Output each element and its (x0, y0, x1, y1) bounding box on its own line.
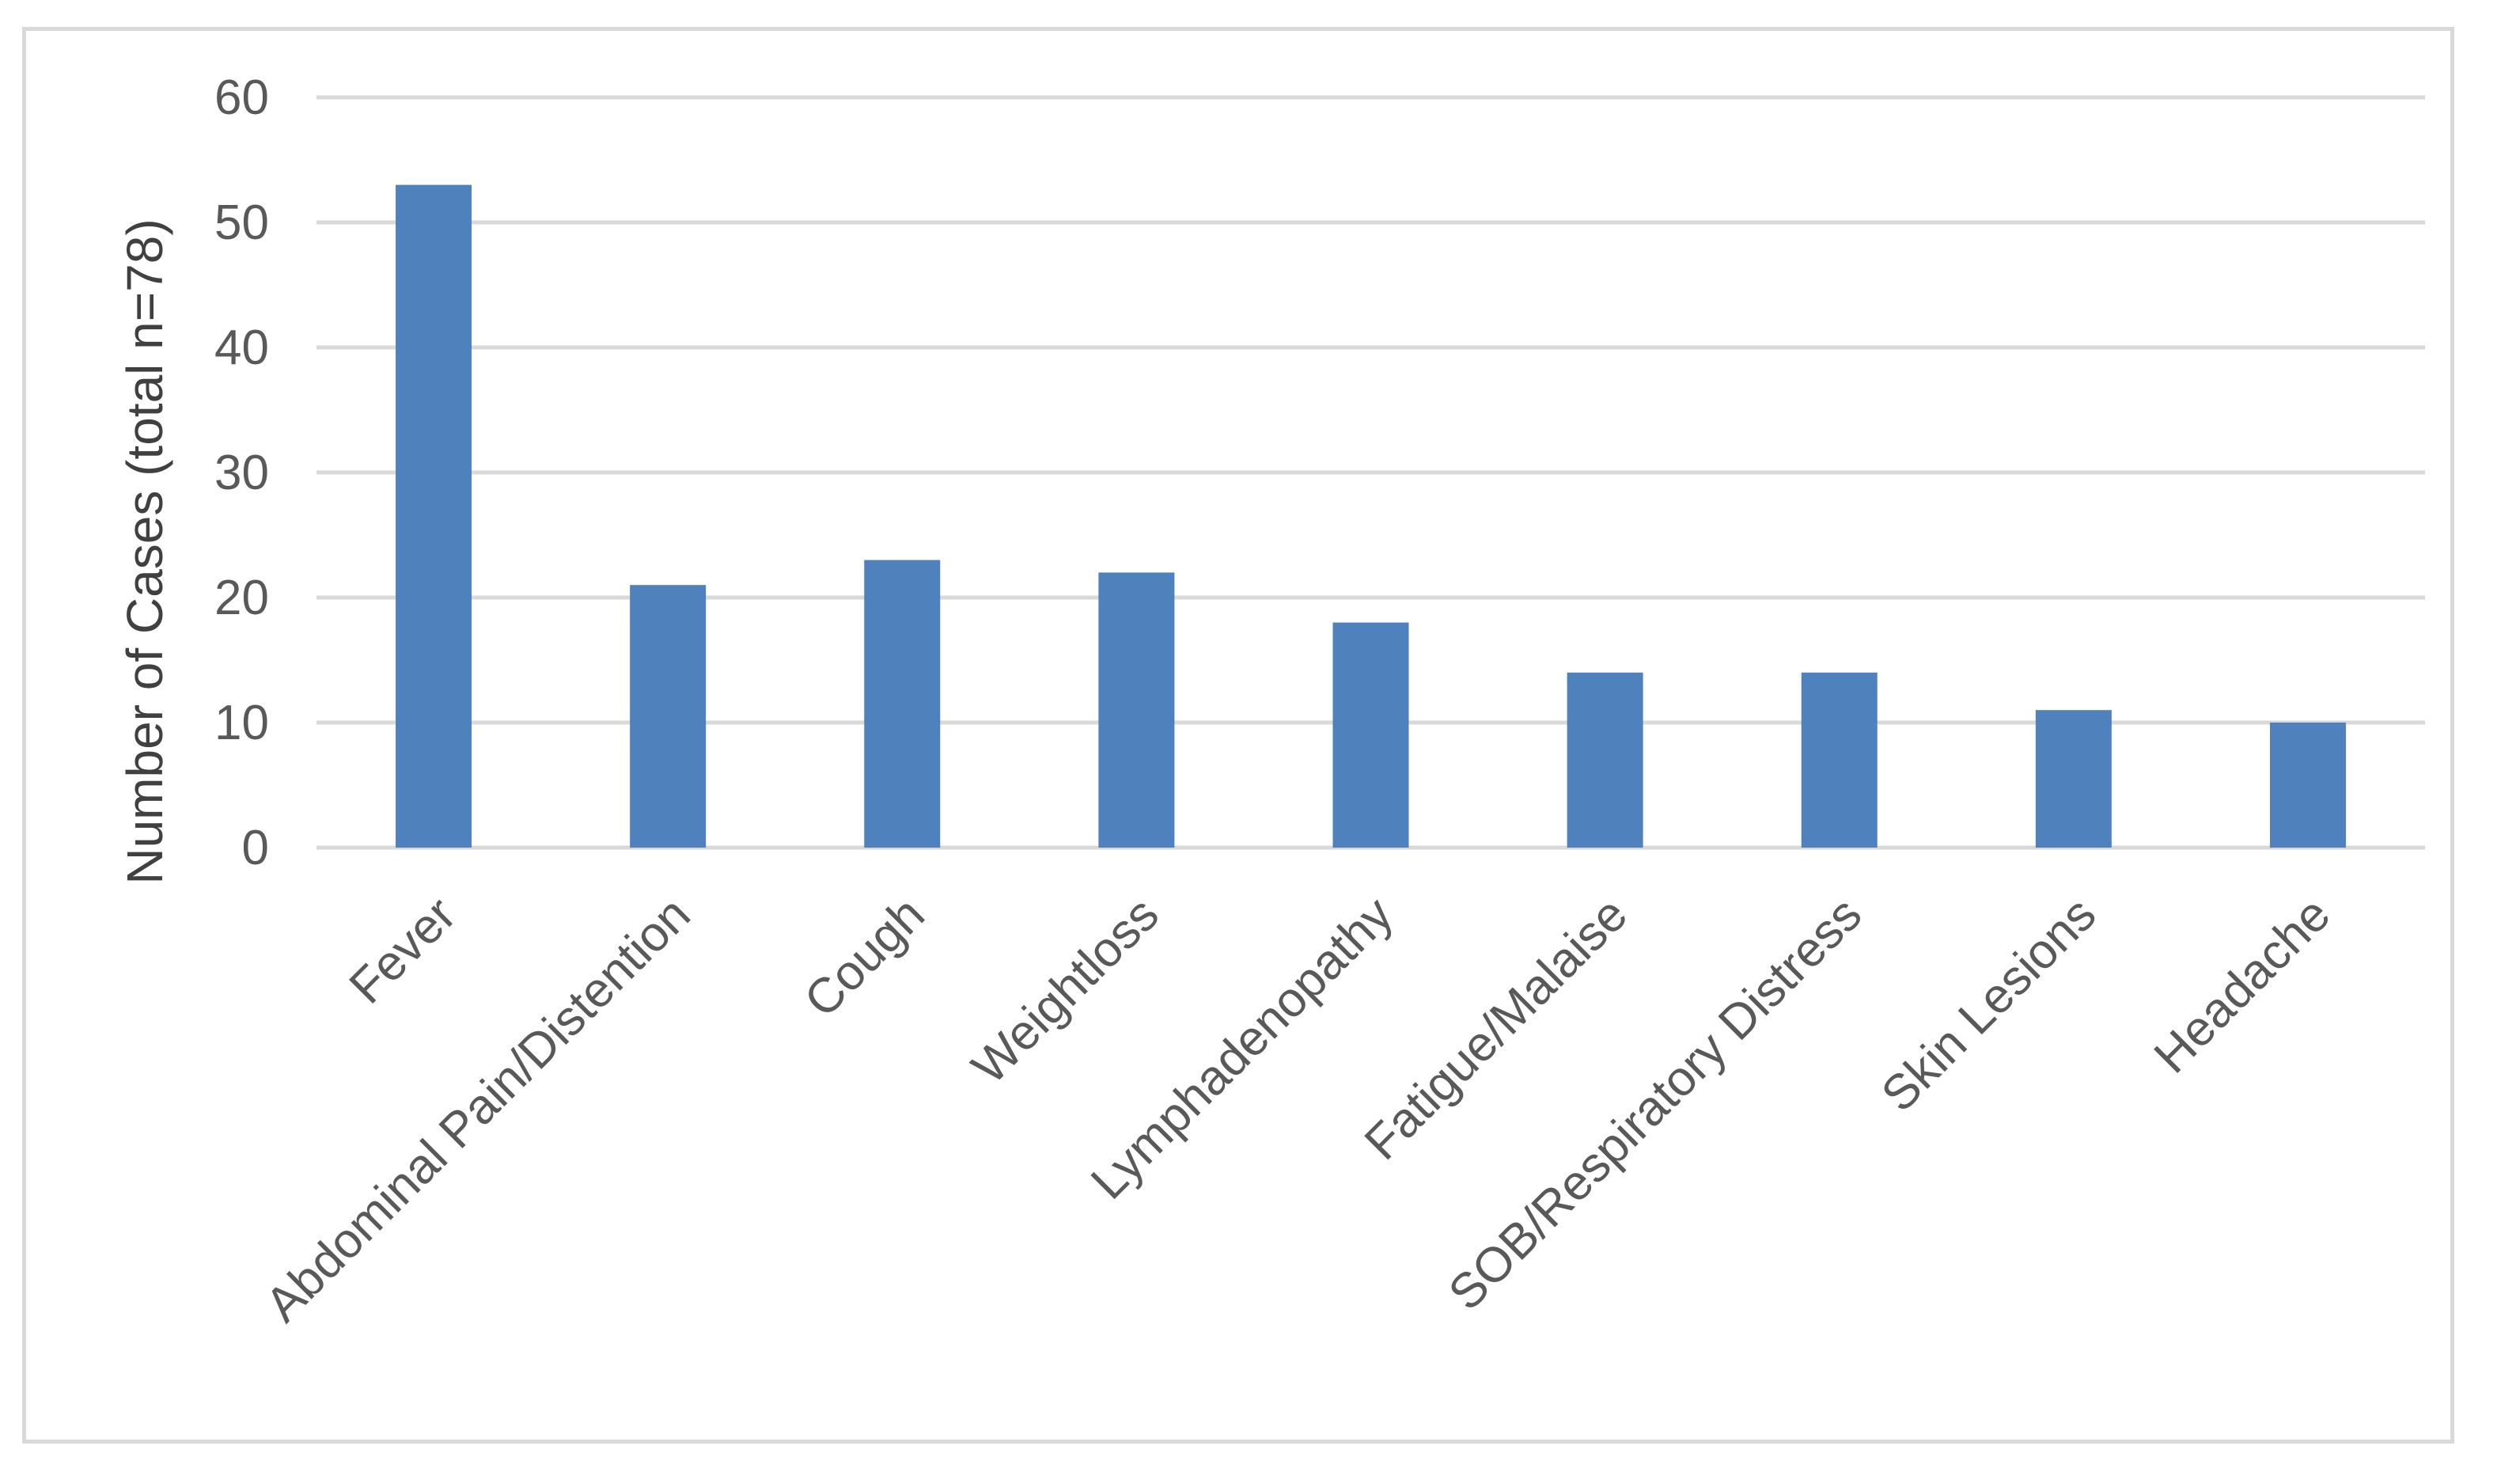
y-tick-label: 50 (214, 195, 269, 250)
x-category-label: Cough (794, 887, 935, 1028)
bar-cough (864, 560, 941, 848)
bar-headache (2269, 723, 2346, 848)
x-category-label: Headache (2144, 887, 2341, 1084)
y-axis-title: Number of Cases (total n=78) (116, 218, 173, 884)
x-category-label: Weightloss (961, 887, 1169, 1095)
bar-lymphadenopathy (1332, 622, 1409, 848)
y-tick-label: 20 (214, 571, 269, 625)
bar-weightloss (1098, 572, 1175, 848)
y-tick-label: 40 (214, 321, 269, 375)
bar-fatigue-malaise (1567, 672, 1643, 848)
y-tick-label: 30 (214, 446, 269, 500)
bars (396, 184, 2346, 848)
x-category-label: Abdominal Pain/Distention (256, 887, 701, 1333)
y-tick-label: 0 (242, 821, 269, 875)
y-axis-tick-labels: 0 10 20 30 40 50 60 (214, 70, 269, 875)
bar-sob-respiratory-distress (1801, 672, 1878, 848)
bar-abdominal-pain-distention (630, 585, 707, 848)
bar-skin-lesions (2035, 710, 2112, 848)
y-tick-label: 10 (214, 696, 269, 750)
x-category-label: Fever (339, 887, 467, 1015)
y-tick-label: 60 (214, 70, 269, 125)
bar-fever (396, 184, 472, 848)
x-category-label: Skin Lesions (1871, 887, 2106, 1122)
x-category-label: SOB/Respiratory Distress (1438, 887, 1872, 1321)
